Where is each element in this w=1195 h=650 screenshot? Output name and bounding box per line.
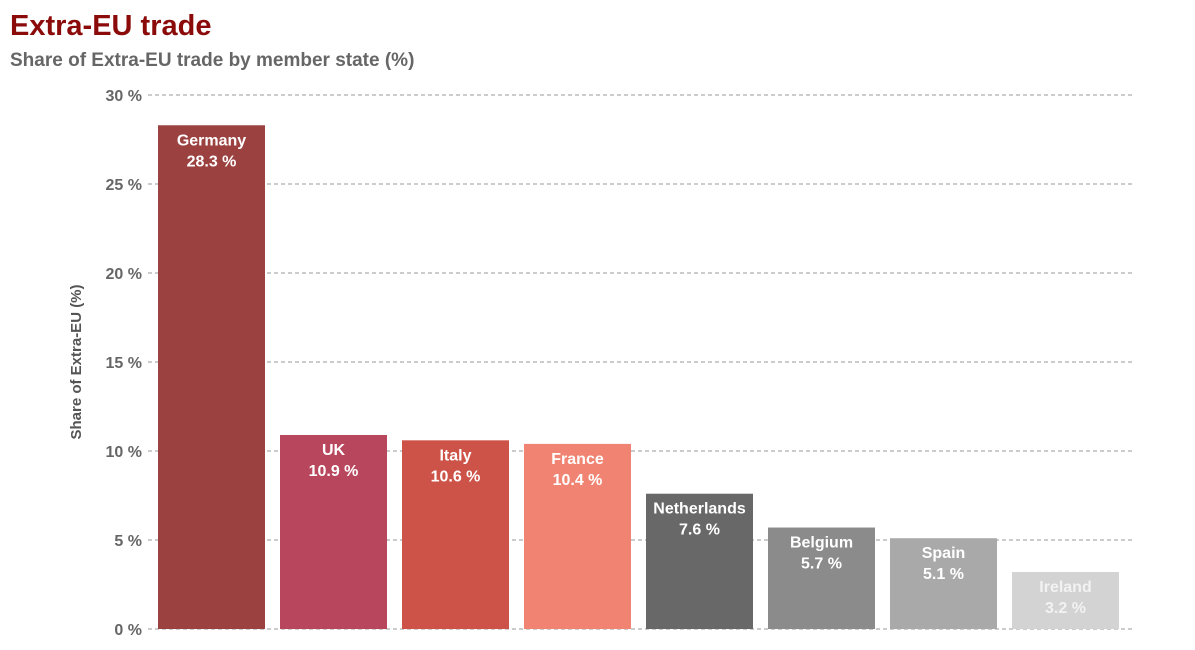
bar-category-label: France <box>551 451 604 468</box>
bar-value-label: 10.9 % <box>309 463 359 480</box>
bar-category-label: Belgium <box>790 535 853 552</box>
bars <box>158 125 1119 629</box>
bar <box>158 125 265 629</box>
y-tick-label: 25 % <box>106 177 142 194</box>
y-tick-label: 20 % <box>106 266 142 283</box>
bar <box>280 434 387 629</box>
bar-category-label: Ireland <box>1039 579 1091 596</box>
bar-category-label: Spain <box>922 545 966 562</box>
bar-category-label: Italy <box>439 447 471 464</box>
bar-category-label: UK <box>322 442 346 459</box>
chart-subtitle: Share of Extra-EU trade by member state … <box>10 50 415 71</box>
y-tick-label: 30 % <box>106 88 142 105</box>
bar <box>646 493 753 629</box>
chart-title: Extra-EU trade <box>10 10 212 42</box>
bar-value-label: 28.3 % <box>187 153 237 170</box>
bar-value-label: 10.6 % <box>431 468 481 485</box>
bar-value-label: 3.2 % <box>1045 600 1086 617</box>
y-tick-label: 15 % <box>106 355 142 372</box>
y-tick-label: 10 % <box>106 444 142 461</box>
bar-value-label: 5.7 % <box>801 556 842 573</box>
bar-category-label: Germany <box>177 132 246 149</box>
bar-value-label: 7.6 % <box>679 522 720 539</box>
bar-value-label: 5.1 % <box>923 566 964 583</box>
bar-category-label: Netherlands <box>653 501 746 518</box>
bar-labels: Germany 28.3 % UK 10.9 % Italy 10.6 % France 10… <box>177 132 1092 617</box>
y-tick-label: 5 % <box>114 533 142 550</box>
bar <box>768 527 875 629</box>
y-axis: 0 % 5 % 10 % 15 % 20 % 25 % 30 % Share of Extra… <box>68 88 142 639</box>
bar-value-label: 10.4 % <box>553 472 603 489</box>
bar <box>890 538 997 629</box>
bar <box>524 443 631 629</box>
y-tick-label: 0 % <box>114 622 142 639</box>
bar <box>1012 572 1119 629</box>
y-axis-label: Share of Extra-EU (%) <box>68 284 85 439</box>
bar <box>402 440 509 629</box>
